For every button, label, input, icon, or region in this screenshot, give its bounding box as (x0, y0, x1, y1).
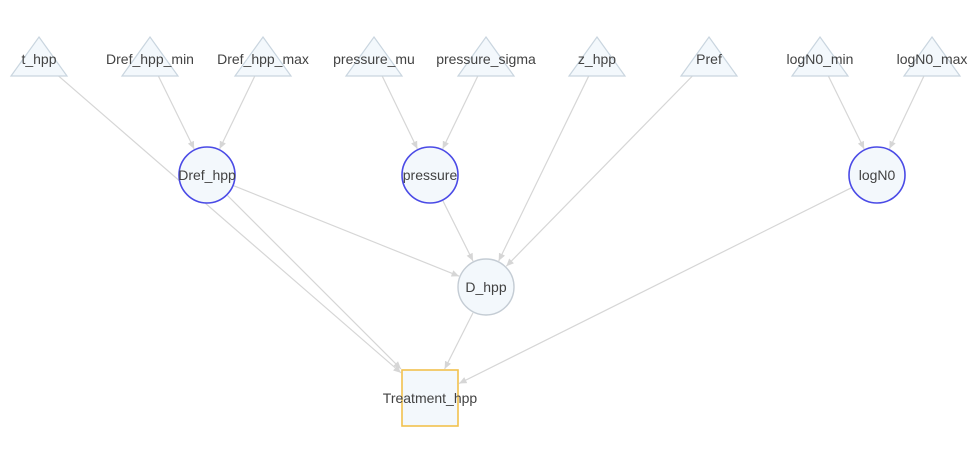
square-shape (401, 369, 459, 427)
node-Pref[interactable]: Pref (679, 35, 739, 77)
circle-shape (178, 146, 236, 204)
edge-z_hpp-to-D_hpp (498, 74, 590, 262)
node-Dref_hpp[interactable]: Dref_hpp (178, 146, 236, 204)
node-pressure_mu[interactable]: pressure_mu (333, 35, 415, 77)
edge-Dref_hpp-to-Treatment_hpp (227, 195, 402, 370)
nodes-layer: t_hpp Dref_hpp_min Dref_hpp_max pressure_mu… (9, 35, 968, 427)
edge-pressure_mu-to-pressure (381, 74, 418, 150)
edge-pressure-to-D_hpp (442, 200, 474, 262)
node-label-Dref_hpp_min: Dref_hpp_min (106, 51, 194, 67)
node-D_hpp[interactable]: D_hpp (457, 258, 515, 316)
node-label-t_hpp: t_hpp (21, 51, 56, 67)
triangle-shape (120, 35, 180, 77)
circle-shape (848, 146, 906, 204)
node-label-logN0_min: logN0_min (787, 51, 854, 67)
edge-logN0_max-to-logN0 (888, 75, 925, 150)
triangle-shape (567, 35, 627, 77)
node-label-pressure: pressure (403, 167, 458, 183)
edge-Dref_hpp-to-D_hpp (233, 185, 460, 277)
edge-Dref_hpp_max-to-Dref_hpp (219, 74, 256, 150)
node-label-pressure_sigma: pressure_sigma (436, 51, 536, 67)
edge-D_hpp-to-Treatment_hpp (444, 312, 474, 370)
triangle-shape (902, 35, 962, 77)
circle-shape (401, 146, 459, 204)
node-pressure_sigma[interactable]: pressure_sigma (436, 35, 536, 77)
node-label-pressure_mu: pressure_mu (333, 51, 415, 67)
node-label-z_hpp: z_hpp (578, 51, 616, 67)
node-Dref_hpp_min[interactable]: Dref_hpp_min (106, 35, 194, 77)
node-z_hpp[interactable]: z_hpp (567, 35, 627, 77)
triangle-shape (456, 35, 516, 77)
node-label-logN0: logN0 (859, 167, 896, 183)
edge-logN0-to-Treatment_hpp (458, 187, 852, 385)
edge-pressure_sigma-to-pressure (442, 74, 479, 150)
edges-layer (52, 70, 925, 385)
edge-t_hpp-to-Treatment_hpp (52, 70, 402, 374)
node-label-logN0_max: logN0_max (897, 51, 968, 67)
edge-Pref-to-D_hpp (505, 71, 697, 267)
node-Dref_hpp_max[interactable]: Dref_hpp_max (217, 35, 309, 77)
node-logN0_max[interactable]: logN0_max (897, 35, 968, 77)
node-Treatment_hpp[interactable]: Treatment_hpp (383, 369, 478, 427)
circle-shape (457, 258, 515, 316)
node-logN0_min[interactable]: logN0_min (787, 35, 854, 77)
triangle-shape (233, 35, 293, 77)
edge-logN0_min-to-logN0 (827, 74, 865, 150)
triangle-shape (679, 35, 739, 77)
node-pressure[interactable]: pressure (401, 146, 459, 204)
node-t_hpp[interactable]: t_hpp (9, 35, 69, 77)
node-label-D_hpp: D_hpp (465, 279, 506, 295)
node-label-Dref_hpp: Dref_hpp (178, 167, 236, 183)
triangle-shape (790, 35, 850, 77)
triangle-shape (344, 35, 404, 77)
node-label-Dref_hpp_max: Dref_hpp_max (217, 51, 309, 67)
triangle-shape (9, 35, 69, 77)
edge-Dref_hpp_min-to-Dref_hpp (157, 74, 195, 150)
node-logN0[interactable]: logN0 (848, 146, 906, 204)
node-label-Treatment_hpp: Treatment_hpp (383, 390, 478, 406)
node-label-Pref: Pref (696, 51, 722, 67)
